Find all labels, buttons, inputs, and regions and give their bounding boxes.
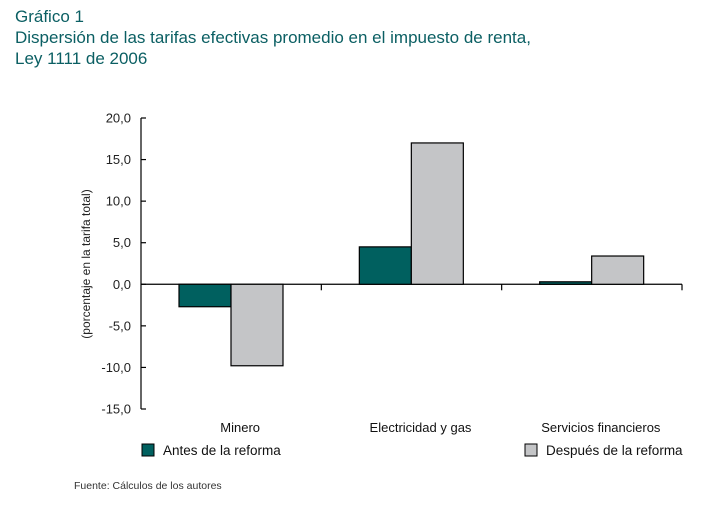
labels: 20,0 15,0 10,0 5,0 0,0 -5,0 -10,0 -15,0 Minero El… bbox=[101, 111, 661, 436]
y-tick-label: 15,0 bbox=[106, 152, 131, 167]
figure-number: Gráfico 1 bbox=[15, 7, 84, 26]
bar-antes bbox=[178, 283, 232, 308]
chart-title-line1: Dispersión de las tarifas efectivas prom… bbox=[15, 28, 531, 47]
y-tick-label: 20,0 bbox=[106, 111, 131, 126]
legend-swatch bbox=[141, 443, 155, 457]
y-tick-label: 0,0 bbox=[113, 277, 131, 292]
y-tick-label: -10,0 bbox=[101, 360, 131, 375]
legend-label: Antes de la reforma bbox=[163, 443, 281, 458]
y-tick-label: 5,0 bbox=[113, 235, 131, 250]
bar-antes bbox=[358, 246, 412, 285]
bar-despues bbox=[230, 283, 284, 367]
y-axis-label: (porcentaje en la tarifa total) bbox=[79, 189, 93, 338]
bars bbox=[178, 142, 645, 367]
bar-despues bbox=[591, 255, 645, 285]
x-category-label: Minero bbox=[220, 420, 260, 435]
x-category-label: Servicios financieros bbox=[541, 420, 661, 435]
y-tick-label: -15,0 bbox=[101, 402, 131, 417]
y-tick-label: 10,0 bbox=[106, 194, 131, 209]
legend: Antes de la reforma Después de la reforma bbox=[141, 443, 683, 458]
x-category-label: Electricidad y gas bbox=[370, 420, 472, 435]
chart-title-line2: Ley 1111 de 2006 bbox=[15, 49, 148, 68]
bar-despues bbox=[410, 142, 464, 285]
y-tick-label: -5,0 bbox=[109, 318, 131, 333]
legend-label: Después de la reforma bbox=[546, 443, 683, 458]
bar-antes bbox=[539, 281, 593, 285]
legend-swatch bbox=[524, 443, 538, 457]
source-note: Fuente: Cálculos de los autores bbox=[74, 480, 222, 492]
